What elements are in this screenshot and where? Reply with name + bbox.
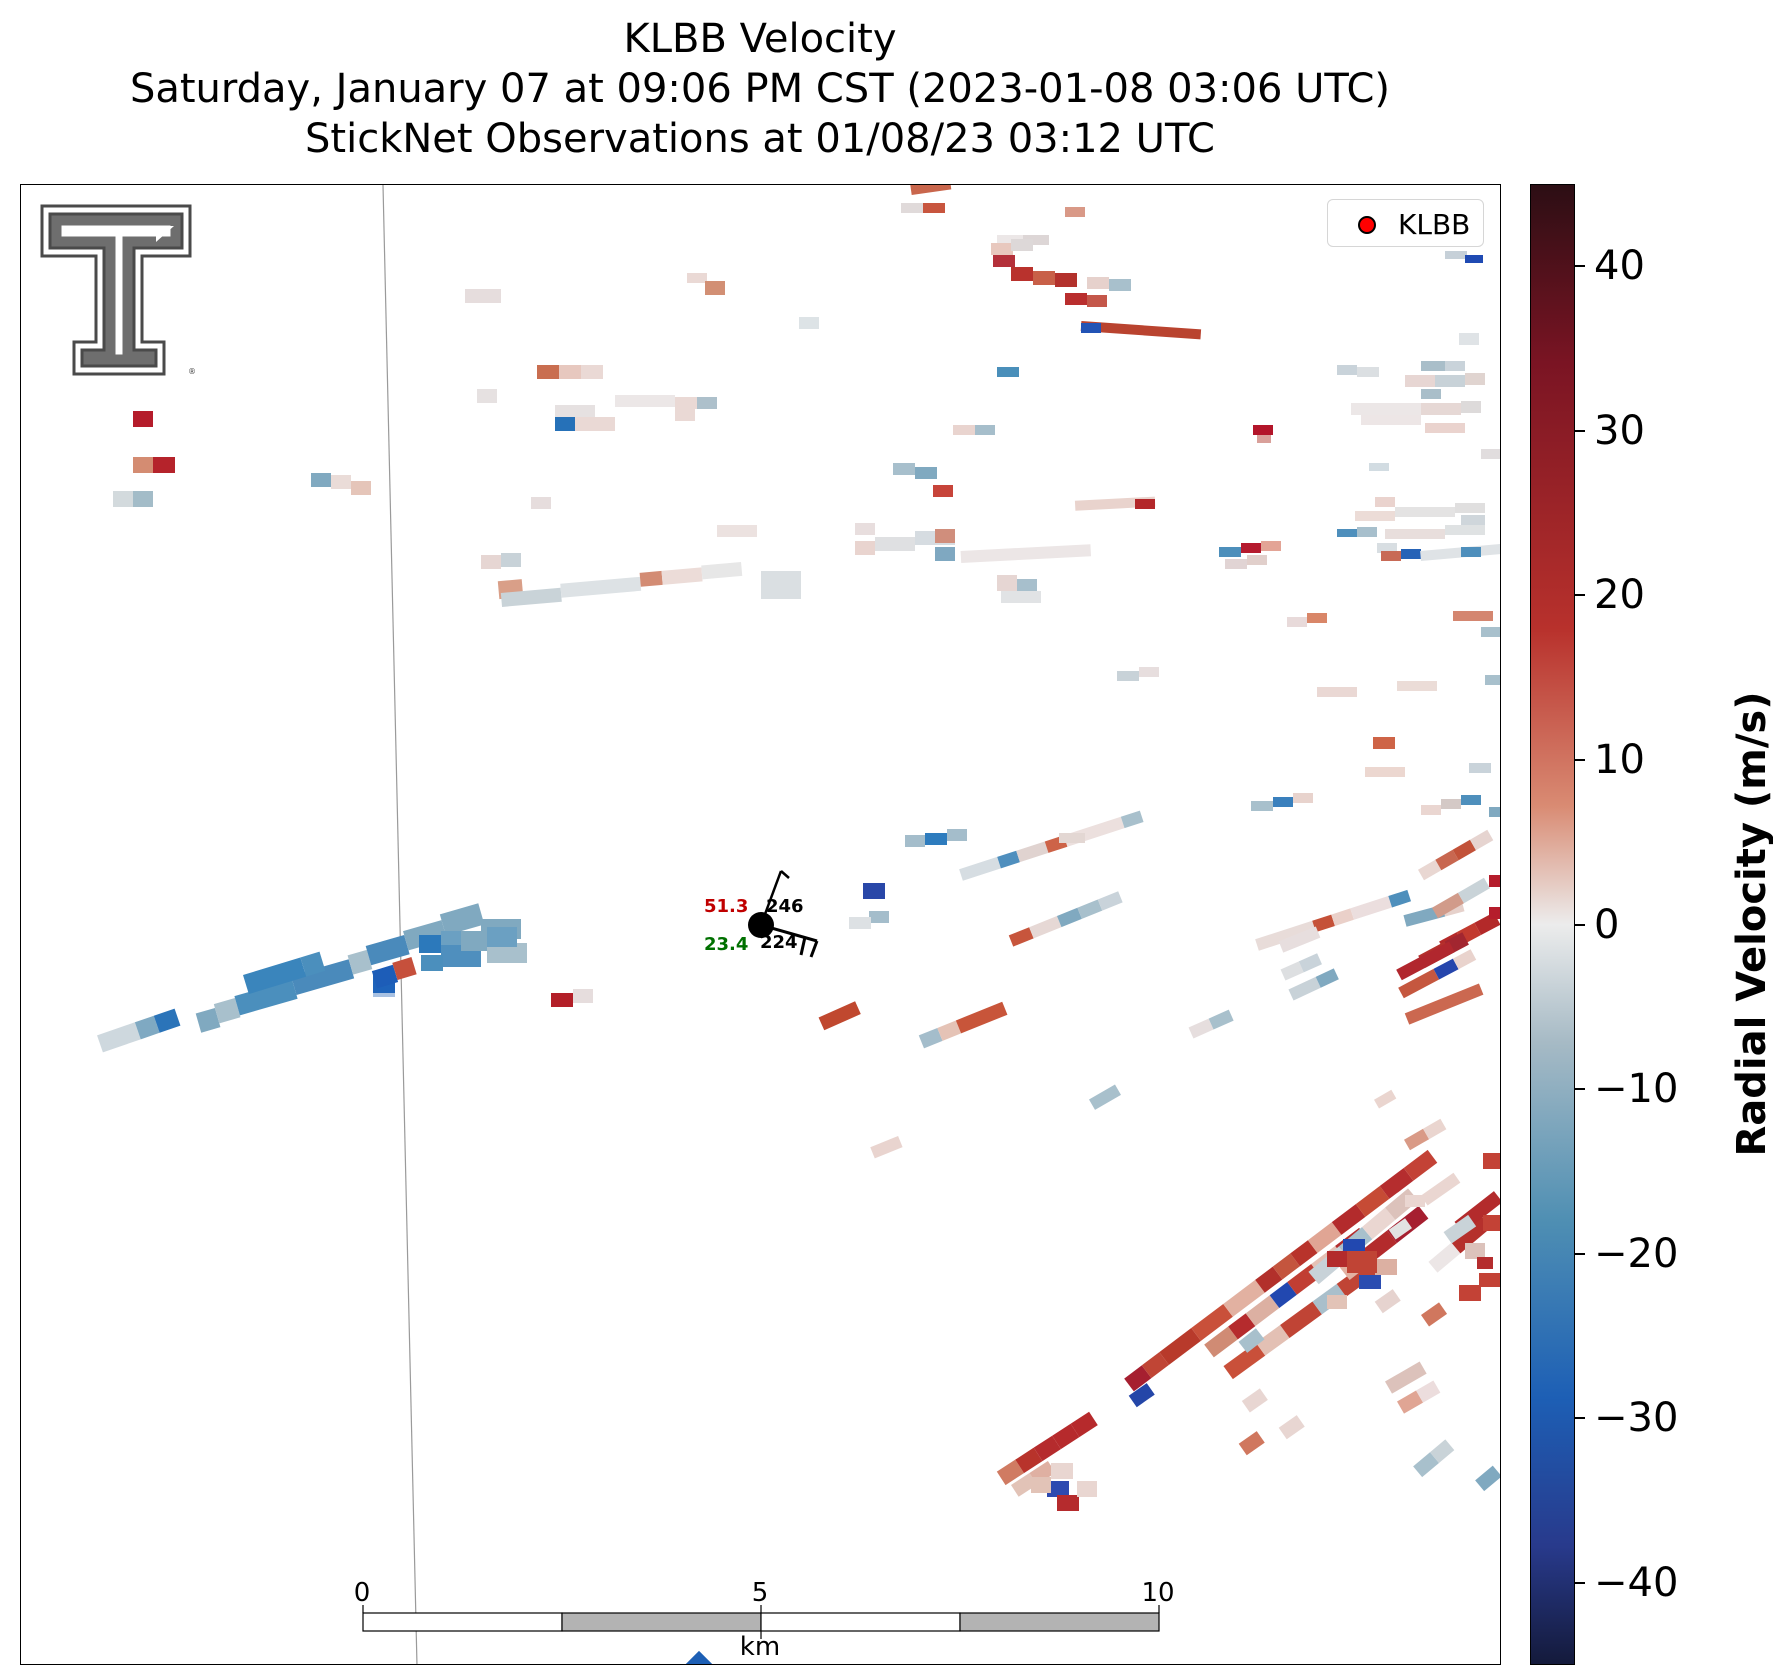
colorbar-tick-label: −40 <box>1594 1559 1679 1606</box>
station-code-lower: 224 <box>760 932 798 953</box>
colorbar-tick <box>1575 1088 1585 1091</box>
gust-barb-shaft <box>760 923 818 943</box>
map-legend: KLBB <box>1327 199 1484 247</box>
colorbar-tick-label: −20 <box>1594 1230 1679 1277</box>
velocity-colorbar <box>1530 184 1575 1665</box>
station-dewpoint: 23.4 <box>704 934 749 955</box>
wind-barb-shaft <box>759 870 783 926</box>
colorbar-tick-label: 10 <box>1594 736 1645 783</box>
title-line-1: KLBB Velocity <box>623 16 897 62</box>
colorbar-tick <box>1575 429 1585 432</box>
colorbar-tick <box>1575 265 1585 268</box>
station-temperature: 51.3 <box>704 896 749 917</box>
county-boundary-line <box>382 185 418 1664</box>
svg-text:®: ® <box>188 367 196 376</box>
colorbar-tick <box>1575 923 1585 926</box>
colorbar-title: Radial Velocity (m/s) <box>1729 691 1773 1157</box>
legend-label: KLBB <box>1398 208 1471 241</box>
colorbar-tick-label: 30 <box>1594 407 1645 454</box>
colorbar-tick-label: −30 <box>1594 1395 1679 1442</box>
colorbar-tick <box>1575 1581 1585 1584</box>
colorbar-tick-label: 0 <box>1594 901 1620 948</box>
scale-label-5: 5 <box>751 1578 769 1608</box>
sticknet-station-plot <box>748 870 819 958</box>
colorbar-tick <box>1575 1417 1585 1420</box>
title-line-2: Saturday, January 07 at 09:06 PM CST (20… <box>129 66 1391 112</box>
colorbar-tick <box>1575 758 1585 761</box>
title-line-3: StickNet Observations at 01/08/23 03:12 … <box>305 116 1215 162</box>
scale-label-0: 0 <box>353 1578 371 1608</box>
scale-unit-label: km <box>739 1632 781 1662</box>
scale-label-10: 10 <box>1141 1578 1175 1608</box>
colorbar-tick-label: 40 <box>1594 243 1645 290</box>
radar-velocity-field <box>97 185 1500 1664</box>
texas-tech-double-t-logo: ® <box>40 204 196 376</box>
station-code-upper: 246 <box>766 896 804 917</box>
colorbar-tick <box>1575 1252 1585 1255</box>
radar-map[interactable] <box>20 184 1501 1665</box>
colorbar-tick-label: −10 <box>1594 1066 1679 1113</box>
klbb-marker-icon <box>1358 216 1376 234</box>
colorbar-tick-label: 20 <box>1594 572 1645 619</box>
velocity-streaks <box>97 185 1500 1664</box>
colorbar-tick <box>1575 594 1585 597</box>
scale-bar <box>362 1605 1160 1639</box>
